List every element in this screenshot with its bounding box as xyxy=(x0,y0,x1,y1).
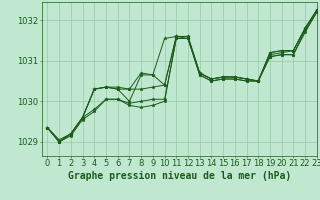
X-axis label: Graphe pression niveau de la mer (hPa): Graphe pression niveau de la mer (hPa) xyxy=(68,171,291,181)
